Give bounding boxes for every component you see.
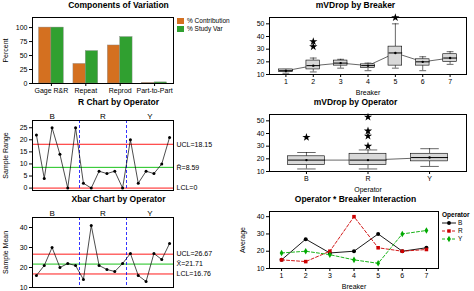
svg-text:7: 7 — [424, 272, 428, 279]
svg-text:Percent: Percent — [2, 38, 9, 62]
svg-text:B: B — [304, 175, 309, 182]
html-text:% Study Var: % Study Var — [187, 25, 223, 32]
svg-text:20: 20 — [20, 264, 28, 271]
html-text:Operator: Operator — [442, 211, 470, 218]
svg-text:40: 40 — [257, 33, 265, 40]
svg-text:B: B — [49, 209, 54, 218]
svg-text:Part-to-Part: Part-to-Part — [136, 87, 172, 94]
svg-text:20: 20 — [257, 58, 265, 65]
svg-text:Y: Y — [147, 112, 153, 121]
svg-text:30: 30 — [257, 142, 265, 149]
html-text:% Contribution: % Contribution — [187, 17, 230, 24]
svg-text:Y: Y — [427, 175, 432, 182]
svg-text:20: 20 — [257, 155, 265, 162]
html-text:R: R — [458, 227, 463, 234]
svg-text:R: R — [100, 209, 106, 218]
svg-text:1: 1 — [280, 272, 284, 279]
html-text:mVDrop by Breaker: mVDrop by Breaker — [315, 0, 396, 10]
svg-text:30: 30 — [257, 230, 265, 237]
svg-text:2: 2 — [311, 78, 315, 85]
svg-text:Sample Mean: Sample Mean — [2, 231, 10, 274]
svg-text:UCL=18.15: UCL=18.15 — [177, 141, 213, 148]
svg-text:X̄=21.71: X̄=21.71 — [177, 260, 203, 267]
html-text:B: B — [458, 219, 463, 226]
svg-text:40: 40 — [257, 213, 265, 220]
svg-text:4: 4 — [352, 272, 356, 279]
svg-text:Gage R&R: Gage R&R — [34, 87, 68, 95]
svg-text:20: 20 — [257, 247, 265, 254]
svg-text:5: 5 — [376, 272, 380, 279]
svg-text:30: 30 — [20, 244, 28, 251]
svg-text:1: 1 — [284, 78, 288, 85]
svg-text:R̄=8.59: R̄=8.59 — [177, 164, 200, 171]
svg-text:6: 6 — [400, 272, 404, 279]
svg-text:B: B — [49, 112, 54, 121]
svg-text:10: 10 — [257, 168, 265, 175]
svg-text:Y: Y — [147, 209, 153, 218]
svg-text:Sample Range: Sample Range — [2, 132, 10, 178]
svg-text:50: 50 — [257, 117, 265, 124]
svg-text:Repeat: Repeat — [75, 87, 98, 95]
svg-text:25: 25 — [20, 66, 28, 73]
svg-text:15: 15 — [20, 148, 28, 155]
svg-text:7: 7 — [448, 78, 452, 85]
svg-text:40: 40 — [257, 130, 265, 137]
html-text:mVDrop by Operator: mVDrop by Operator — [313, 97, 398, 107]
svg-text:10: 10 — [257, 265, 265, 272]
svg-text:4: 4 — [366, 78, 370, 85]
svg-text:20: 20 — [20, 136, 28, 143]
html-text:Operator * Breaker Interaction: Operator * Breaker Interaction — [294, 194, 417, 204]
svg-text:40: 40 — [20, 224, 28, 231]
svg-text:0: 0 — [24, 80, 28, 87]
svg-text:10: 10 — [20, 284, 28, 291]
svg-text:3: 3 — [328, 272, 332, 279]
svg-text:LCL=0: LCL=0 — [177, 184, 198, 191]
svg-text:Operator: Operator — [354, 186, 382, 194]
svg-text:R: R — [365, 175, 370, 182]
svg-text:Reprod: Reprod — [109, 87, 132, 95]
svg-text:2: 2 — [304, 272, 308, 279]
svg-text:Breaker: Breaker — [356, 89, 381, 96]
svg-text:6: 6 — [421, 78, 425, 85]
svg-text:75: 75 — [20, 38, 28, 45]
svg-text:3: 3 — [339, 78, 343, 85]
svg-text:Breaker: Breaker — [342, 283, 367, 290]
svg-text:5: 5 — [24, 172, 28, 179]
svg-text:0: 0 — [24, 184, 28, 191]
svg-text:50: 50 — [20, 52, 28, 59]
svg-text:10: 10 — [257, 71, 265, 78]
svg-text:30: 30 — [257, 45, 265, 52]
svg-text:100: 100 — [16, 24, 28, 31]
svg-text:5: 5 — [393, 78, 397, 85]
svg-text:R: R — [100, 112, 106, 121]
svg-text:10: 10 — [20, 160, 28, 167]
svg-text:25: 25 — [20, 124, 28, 131]
html-text:Xbar Chart by Operator: Xbar Chart by Operator — [71, 194, 166, 204]
svg-text:UCL=26.67: UCL=26.67 — [177, 250, 213, 257]
html-text:R Chart by Operator: R Chart by Operator — [77, 97, 160, 107]
svg-text:LCL=16.76: LCL=16.76 — [177, 270, 212, 277]
html-text:Components of Variation: Components of Variation — [68, 0, 169, 10]
svg-text:Average: Average — [239, 227, 247, 253]
svg-text:50: 50 — [257, 20, 265, 27]
html-text:Y: Y — [458, 235, 463, 242]
